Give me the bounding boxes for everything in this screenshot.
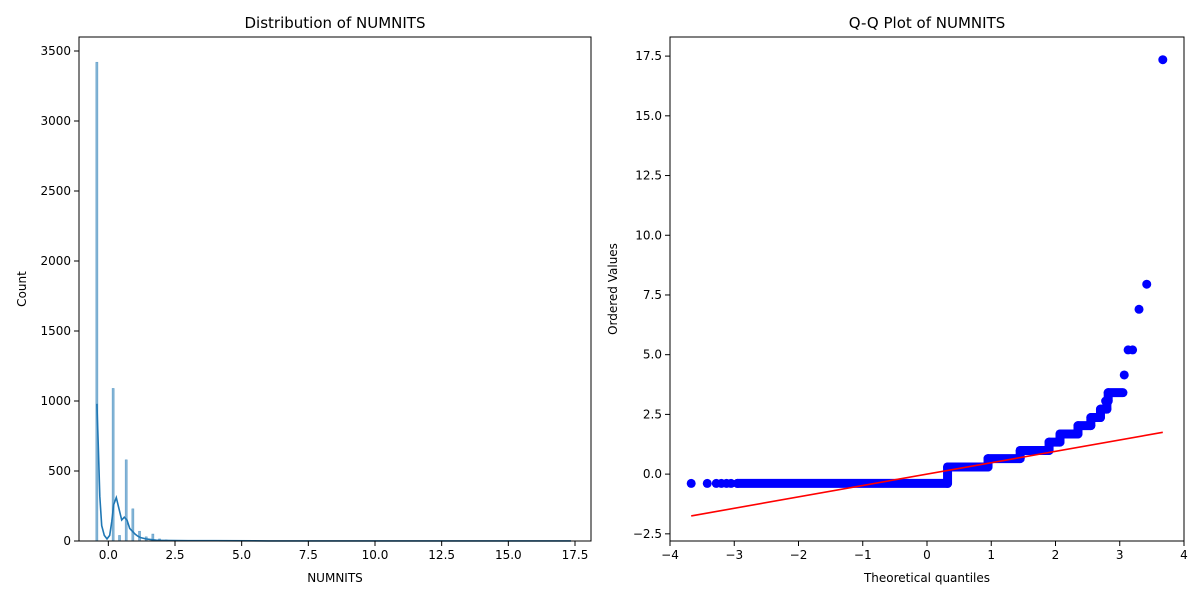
- histogram-y-axis-label: Count: [15, 271, 29, 307]
- y-tick-label: 0: [63, 534, 71, 548]
- y-tick-label: 500: [48, 464, 71, 478]
- qq-title: Q-Q Plot of NUMNITS: [849, 14, 1006, 32]
- x-tick-label: 10.0: [362, 548, 389, 562]
- x-tick-label: 7.5: [299, 548, 318, 562]
- y-tick-label: 1000: [40, 394, 71, 408]
- x-tick-label: 0.0: [99, 548, 118, 562]
- qq-point: [1134, 304, 1144, 314]
- histogram-axes-frame: [78, 36, 592, 542]
- histogram-y-ticks: 0 500 1000 1500 2000 2500 3000 3500: [40, 44, 79, 548]
- histogram-bar: [124, 459, 128, 542]
- y-tick-label: 15.0: [635, 109, 662, 123]
- x-tick-label: 1: [987, 548, 995, 562]
- qq-x-ticks: −4 −3 −2 −1 0 1 2 3 4: [661, 541, 1188, 562]
- x-tick-label: −1: [854, 548, 872, 562]
- histogram-title: Distribution of NUMNITS: [245, 14, 426, 32]
- x-tick-label: 3: [1116, 548, 1124, 562]
- x-tick-label: −3: [725, 548, 743, 562]
- y-tick-label: 7.5: [643, 288, 662, 302]
- qq-point: [726, 478, 736, 488]
- histogram-chart: 0.0 2.5 5.0 7.5 10.0 12.5 15.0 17.5 0 500 1000 150…: [15, 14, 592, 585]
- x-tick-label: 15.0: [495, 548, 522, 562]
- qq-axes-frame: [669, 36, 1185, 542]
- qq-point: [702, 478, 712, 488]
- x-tick-label: 0: [923, 548, 931, 562]
- x-tick-label: 2.5: [165, 548, 184, 562]
- histogram-x-axis-label: NUMNITS: [307, 571, 363, 585]
- y-tick-label: 3000: [40, 114, 71, 128]
- kde-line: [96, 403, 571, 542]
- y-tick-label: 3500: [40, 44, 71, 58]
- x-tick-label: −4: [661, 548, 679, 562]
- histogram-plot-area: [95, 61, 571, 542]
- qq-point: [686, 478, 696, 488]
- qq-point: [1142, 279, 1152, 289]
- x-tick-label: −2: [790, 548, 808, 562]
- qq-point: [732, 478, 742, 488]
- qq-x-axis-label: Theoretical quantiles: [863, 571, 990, 585]
- y-tick-label: 17.5: [635, 49, 662, 63]
- x-tick-label: 17.5: [562, 548, 589, 562]
- qq-point: [1128, 345, 1138, 355]
- y-tick-label: 5.0: [643, 348, 662, 362]
- y-tick-label: −2.5: [633, 527, 662, 541]
- x-tick-label: 12.5: [428, 548, 455, 562]
- qq-plot-chart: −4 −3 −2 −1 0 1 2 3 4 −2.5 0.0 2.5 5.0 7.5 10.0 12.5 15…: [606, 14, 1188, 585]
- x-tick-label: 5.0: [232, 548, 251, 562]
- y-tick-label: 12.5: [635, 169, 662, 183]
- y-tick-label: 10.0: [635, 228, 662, 242]
- histogram-bar: [118, 535, 121, 542]
- x-tick-label: 2: [1052, 548, 1060, 562]
- histogram-bar: [95, 61, 99, 542]
- y-tick-label: 2500: [40, 184, 71, 198]
- y-tick-label: 2.5: [643, 407, 662, 421]
- qq-y-ticks: −2.5 0.0 2.5 5.0 7.5 10.0 12.5 15.0 17.5: [633, 49, 670, 541]
- qq-point: [1158, 55, 1168, 65]
- qq-plot-area: [686, 55, 1168, 517]
- qq-fit-line: [691, 431, 1163, 517]
- qq-y-axis-label: Ordered Values: [606, 243, 620, 335]
- histogram-bar: [131, 508, 135, 542]
- y-tick-label: 0.0: [643, 467, 662, 481]
- x-tick-label: 4: [1180, 548, 1188, 562]
- histogram-x-ticks: 0.0 2.5 5.0 7.5 10.0 12.5 15.0 17.5: [99, 541, 589, 562]
- y-tick-label: 1500: [40, 324, 71, 338]
- y-tick-label: 2000: [40, 254, 71, 268]
- qq-point: [1119, 370, 1129, 380]
